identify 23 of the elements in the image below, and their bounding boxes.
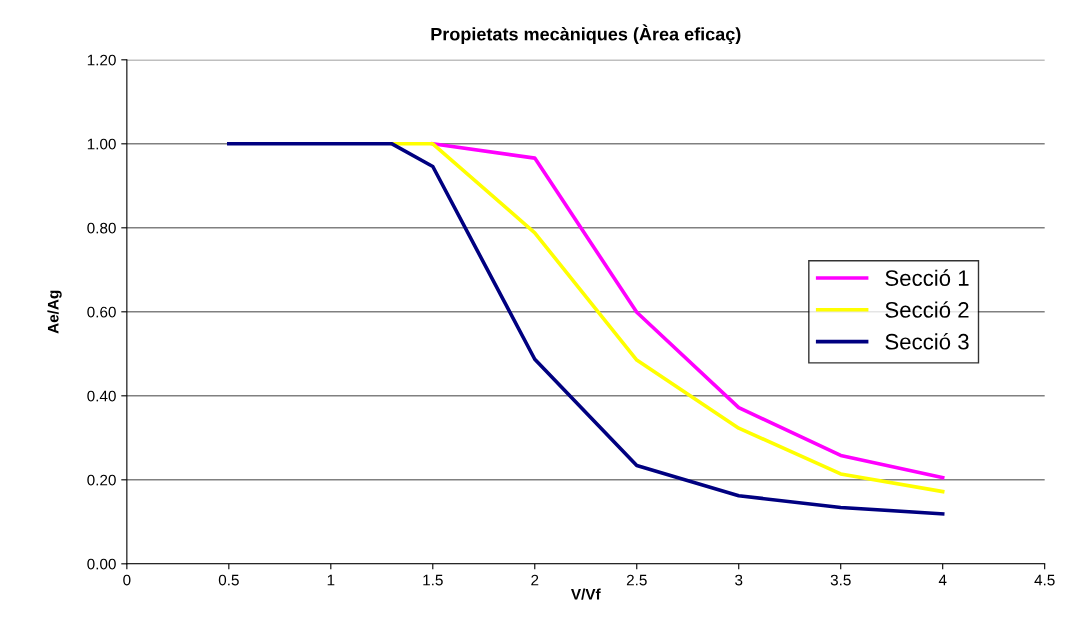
y-tick-label: 0.80 bbox=[87, 222, 116, 234]
legend-label: Secció 1 bbox=[885, 269, 969, 286]
x-tick-label: 1.5 bbox=[423, 574, 443, 586]
legend-label: Secció 3 bbox=[885, 333, 969, 350]
x-tick-label: 3 bbox=[735, 574, 743, 586]
x-tick-label: 4 bbox=[938, 574, 947, 586]
y-tick-label: 0.00 bbox=[87, 558, 116, 570]
y-tick-label: 1.00 bbox=[87, 138, 116, 150]
x-tick-label: 2 bbox=[531, 574, 539, 586]
chart-title: Propietats mecàniques (Àrea eficaç) bbox=[431, 24, 741, 45]
x-tick-label: 0.5 bbox=[218, 574, 239, 586]
y-tick-label: 0.60 bbox=[87, 306, 116, 318]
x-tick-label: 1 bbox=[327, 574, 335, 586]
x-tick-label: 3.5 bbox=[830, 574, 851, 586]
y-axis-title: Ae/Ag bbox=[47, 290, 62, 334]
legend-label: Secció 2 bbox=[885, 301, 969, 318]
x-tick-label: 2.5 bbox=[626, 574, 647, 586]
x-tick-label: 4.5 bbox=[1034, 574, 1055, 586]
y-tick-label: 0.40 bbox=[87, 390, 116, 402]
x-axis-title: V/Vf bbox=[571, 588, 601, 600]
y-tick-label: 1.20 bbox=[87, 54, 116, 66]
y-tick-label: 0.20 bbox=[87, 474, 116, 486]
x-tick-label: 0 bbox=[123, 574, 131, 586]
